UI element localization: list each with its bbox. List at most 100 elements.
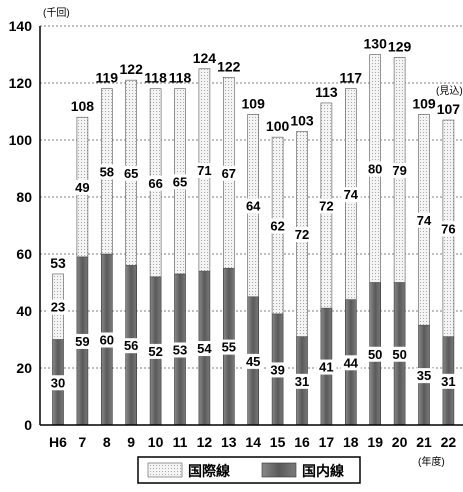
international-value-label: 74 xyxy=(417,213,432,228)
label-bg xyxy=(145,343,166,359)
label-bg xyxy=(267,362,288,378)
total-value-label: 124 xyxy=(193,50,217,66)
y-tick-label: 20 xyxy=(16,360,32,376)
total-value-label: 119 xyxy=(96,70,119,86)
label-bg xyxy=(389,162,410,178)
total-value-label: 122 xyxy=(217,58,241,74)
domestic-value-label: 59 xyxy=(75,334,89,349)
label-bg xyxy=(194,162,215,178)
x-tick-label: 16 xyxy=(294,434,310,450)
label-bg xyxy=(365,346,386,362)
x-tick-label: 9 xyxy=(127,434,135,450)
domestic-value-label: 54 xyxy=(197,341,212,356)
total-value-label: 118 xyxy=(144,70,167,86)
international-value-label: 71 xyxy=(197,163,211,178)
international-value-label: 62 xyxy=(270,219,284,234)
international-value-label: 79 xyxy=(392,163,406,178)
label-bg xyxy=(96,332,117,348)
international-value-label: 64 xyxy=(246,199,261,214)
total-value-label: 53 xyxy=(50,255,66,271)
domestic-value-label: 45 xyxy=(246,354,260,369)
international-value-label: 23 xyxy=(51,300,65,315)
x-tick-label: 21 xyxy=(416,434,432,450)
total-value-label: 113 xyxy=(315,84,338,100)
legend-label-domestic: 国内線 xyxy=(302,463,344,479)
international-value-label: 72 xyxy=(295,227,309,242)
domestic-value-label: 31 xyxy=(295,374,309,389)
x-tick-label: 12 xyxy=(197,434,213,450)
x-axis-unit-label: (年度) xyxy=(418,455,445,468)
y-tick-label: 0 xyxy=(24,417,32,433)
x-tick-label: 13 xyxy=(221,434,237,450)
international-value-label: 80 xyxy=(368,162,382,177)
label-bg xyxy=(145,175,166,191)
y-axis-unit-label: (千回) xyxy=(43,7,70,19)
total-value-label: 108 xyxy=(71,98,95,114)
domestic-value-label: 44 xyxy=(344,355,359,370)
x-axis: H6 7 8 9 10 11 12 13 14 15 16 17 18 19 20 21 22 xyxy=(40,424,463,450)
label-bg xyxy=(340,187,361,203)
international-value-label: 65 xyxy=(173,174,187,189)
total-value-label: 122 xyxy=(120,61,144,77)
total-value-label: 129 xyxy=(388,38,412,54)
label-bg xyxy=(316,359,337,375)
label-bg xyxy=(121,165,142,181)
legend: 国際線 国内線 xyxy=(137,456,361,484)
total-value-label: 109 xyxy=(242,95,266,111)
domestic-value-label: 50 xyxy=(392,347,406,362)
x-tick-label: 22 xyxy=(441,434,457,450)
total-value-label: 117 xyxy=(340,70,363,86)
x-tick-label: 19 xyxy=(367,434,383,450)
label-bg xyxy=(414,212,434,228)
total-value-label: 109 xyxy=(412,95,436,111)
label-bg xyxy=(218,339,239,355)
x-tick-label: H6 xyxy=(49,434,67,450)
y-tick-label: 100 xyxy=(9,132,33,148)
x-tick-label: 8 xyxy=(103,434,111,450)
total-value-label: 103 xyxy=(290,112,314,128)
total-value-label: 130 xyxy=(364,36,388,52)
domestic-value-label: 55 xyxy=(222,340,236,355)
legend-label-international: 国際線 xyxy=(188,463,230,479)
domestic-value-label: 31 xyxy=(441,374,455,389)
x-tick-label: 18 xyxy=(343,434,359,450)
label-bg xyxy=(292,373,312,389)
label-bg xyxy=(316,198,337,214)
label-bg xyxy=(72,180,93,196)
y-tick-label: 60 xyxy=(16,246,32,262)
international-value-label: 65 xyxy=(124,166,138,181)
label-bg xyxy=(365,161,386,177)
total-value-label: 118 xyxy=(169,70,192,86)
label-bg xyxy=(218,165,239,181)
international-value-label: 72 xyxy=(319,199,333,214)
label-bg xyxy=(389,346,410,362)
domestic-value-label: 30 xyxy=(51,375,65,390)
label-bg xyxy=(170,342,190,358)
total-value-label: 100 xyxy=(266,118,290,134)
label-bg xyxy=(340,355,361,371)
x-tick-label: 17 xyxy=(319,434,335,450)
y-tick-label: 120 xyxy=(9,75,33,91)
label-bg xyxy=(438,373,459,389)
label-bg xyxy=(121,338,142,354)
total-value-label: 107 xyxy=(437,101,461,117)
y-tick-label: 80 xyxy=(16,189,32,205)
x-tick-label: 7 xyxy=(79,434,87,450)
label-bg xyxy=(267,218,288,234)
international-value-label: 58 xyxy=(100,164,114,179)
label-bg xyxy=(48,299,68,315)
y-tick-label: 40 xyxy=(16,303,32,319)
grid-lines xyxy=(40,25,463,369)
x-tick-label: 15 xyxy=(270,434,286,450)
international-value-label: 49 xyxy=(75,180,89,195)
label-bg xyxy=(243,353,264,369)
domestic-value-label: 41 xyxy=(319,360,333,375)
international-value-label: 76 xyxy=(441,221,455,236)
domestic-value-label: 53 xyxy=(173,342,187,357)
label-bg xyxy=(414,368,434,384)
international-value-label: 66 xyxy=(148,176,162,191)
estimate-annotation: (見込) xyxy=(436,85,463,97)
x-tick-label: 14 xyxy=(245,434,261,450)
y-tick-label: 140 xyxy=(9,18,33,34)
